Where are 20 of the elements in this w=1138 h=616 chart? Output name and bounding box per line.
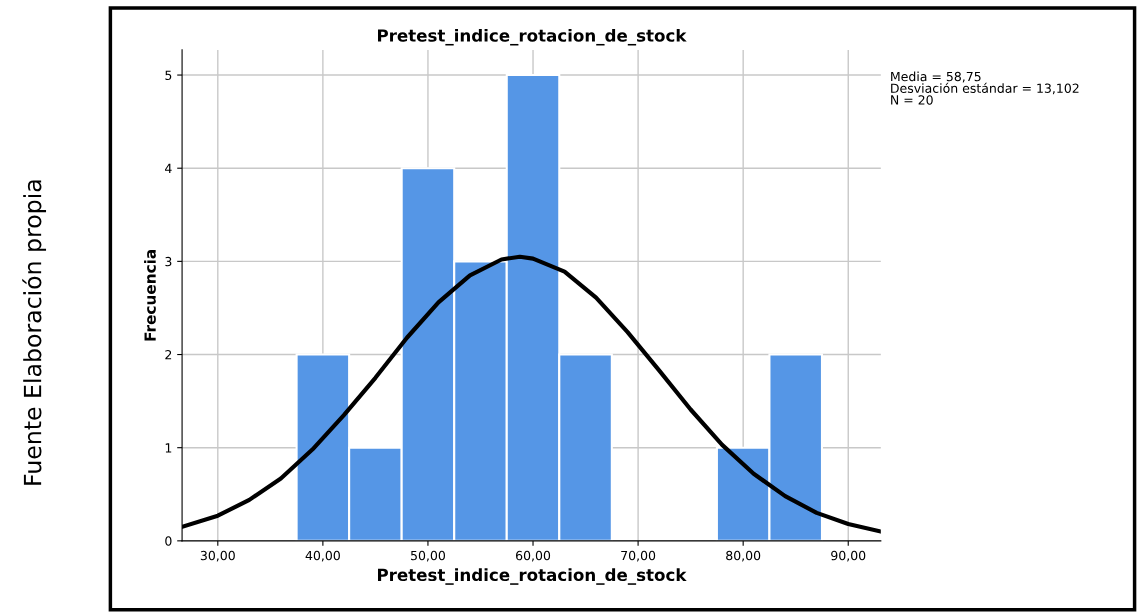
x-tick-label: 40,00 xyxy=(305,550,340,562)
x-tick-label: 80,00 xyxy=(726,550,761,562)
x-tick-label: 60,00 xyxy=(516,550,551,562)
x-axis-title: Pretest_indice_rotacion_de_stock xyxy=(378,568,687,585)
x-tick-label: 30,00 xyxy=(200,550,235,562)
source-note: Fuente Elaboración propia xyxy=(22,180,47,485)
y-tick-label: 3 xyxy=(165,256,172,267)
y-tick-label: 5 xyxy=(165,70,172,80)
y-tick-label: 4 xyxy=(165,163,172,173)
y-tick-label: 0 xyxy=(165,536,172,546)
y-axis-title: Frecuencia xyxy=(144,250,156,341)
text: Media = 58,75 xyxy=(891,71,981,83)
x-tick-label: 50,00 xyxy=(411,550,446,562)
x-tick-label: 70,00 xyxy=(621,550,656,562)
y-tick-label: 1 xyxy=(165,443,172,453)
chart-title: Pretest_indice_rotacion_de_stock xyxy=(378,28,687,46)
y-tick-label: 2 xyxy=(165,350,172,360)
text: Desviación estándar = 13,102 xyxy=(891,82,1079,95)
text: N = 20 xyxy=(891,95,933,105)
x-tick-label: 90,00 xyxy=(831,550,866,562)
